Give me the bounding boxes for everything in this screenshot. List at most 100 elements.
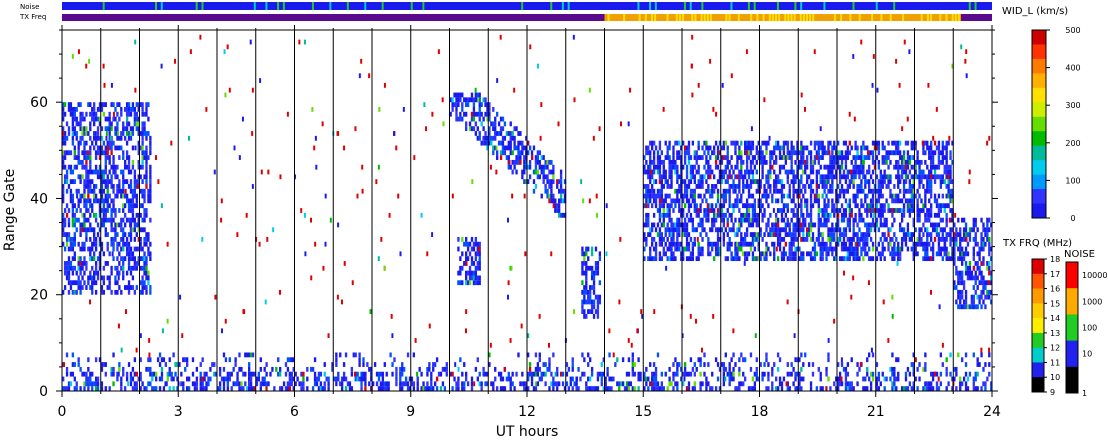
echo-cell (141, 203, 144, 209)
echo-cell (895, 386, 898, 391)
echo-cell (110, 145, 113, 151)
echo-cell (773, 188, 776, 194)
echo-cell (676, 381, 679, 387)
echo-cell (87, 150, 90, 156)
echo-cell (726, 150, 729, 156)
echo-cell (509, 376, 512, 382)
echo-cell (705, 159, 708, 165)
echo-cell (472, 261, 476, 266)
echo-cell (819, 241, 822, 247)
echo-cell (612, 376, 615, 382)
echo-cell (980, 246, 983, 252)
echo-cell (922, 150, 925, 156)
echo-cell (544, 362, 547, 367)
echo-cell (525, 179, 528, 185)
echo-cell (385, 386, 388, 391)
echo-cell (722, 140, 726, 146)
echo-cell (143, 280, 146, 286)
echo-cell (122, 131, 125, 136)
echo-cell (67, 280, 71, 286)
echo-cell (740, 236, 743, 242)
echo-cell (703, 150, 706, 156)
echo-cell (937, 212, 941, 218)
echo-cell (821, 246, 824, 252)
echo-cell (961, 256, 964, 262)
echo-cell (769, 155, 772, 160)
echo-cell (645, 145, 648, 151)
txfreq-strip-label: TX Freq (19, 13, 46, 21)
echo-cell (672, 145, 675, 151)
echo-cell (83, 131, 86, 136)
echo-cell (780, 217, 784, 223)
echo-cell (922, 246, 925, 252)
echo-cell (910, 174, 913, 180)
echo-cell (73, 179, 76, 185)
echo-cell (844, 227, 848, 233)
echo-cell (709, 145, 712, 151)
echo-cell (87, 188, 90, 194)
echo-cell (827, 357, 830, 363)
echo-cell (914, 376, 917, 382)
echo-cell (660, 198, 664, 204)
echo-cell (906, 150, 910, 156)
echo-cell (964, 289, 968, 295)
echo-cell (767, 174, 770, 180)
echo-cell (844, 155, 848, 160)
echo-cell (744, 150, 747, 156)
echo-cell (94, 155, 98, 160)
echo-cell (782, 236, 786, 242)
echo-cell (695, 184, 698, 189)
echo-cell (621, 357, 625, 363)
echo-cell (691, 140, 695, 146)
echo-cell (800, 150, 803, 156)
echo-cell (125, 121, 129, 127)
echo-cell (401, 386, 404, 391)
echo-cell (662, 203, 665, 209)
echo-cell (342, 362, 346, 367)
echo-cell (707, 188, 710, 194)
echo-cell (949, 352, 952, 358)
echo-cell (962, 285, 966, 290)
echo-cell (100, 150, 104, 156)
echo-cell (486, 371, 489, 377)
echo-cell (668, 155, 671, 160)
echo-cell (707, 212, 710, 218)
echo-cell (887, 174, 890, 180)
echo-cell (871, 376, 875, 382)
echo-cell (856, 150, 859, 156)
echo-cell (835, 222, 838, 228)
echo-cell (327, 386, 330, 391)
echo-cell (829, 386, 832, 391)
echo-cell (660, 222, 664, 228)
echo-cell (236, 381, 239, 387)
echo-cell (790, 371, 793, 377)
echo-cell (499, 150, 503, 156)
echo-cell (83, 184, 86, 189)
echo-cell (83, 212, 86, 218)
echo-cell (800, 145, 803, 151)
echo-cell (885, 236, 888, 242)
echo-cell (664, 232, 667, 237)
echo-cell (507, 131, 510, 136)
echo-cell (645, 217, 648, 223)
echo-cell (988, 270, 991, 276)
echo-cell (583, 309, 586, 314)
echo-cell (65, 174, 69, 180)
echo-cell (662, 159, 665, 165)
echo-cell (714, 227, 718, 233)
echo-cell (970, 299, 974, 305)
echo-cell (910, 386, 913, 391)
echo-cell (466, 270, 470, 276)
echo-cell (406, 352, 410, 358)
echo-cell (945, 150, 948, 156)
echo-cell (244, 352, 247, 358)
echo-cell (249, 381, 253, 387)
echo-cell (643, 193, 646, 199)
echo-cell (288, 381, 292, 387)
echo-cell (761, 236, 764, 242)
echo-cell (125, 107, 129, 112)
echo-cell (645, 366, 648, 372)
echo-cell (691, 188, 695, 194)
echo-cell (957, 280, 960, 286)
echo-cell (457, 92, 460, 98)
